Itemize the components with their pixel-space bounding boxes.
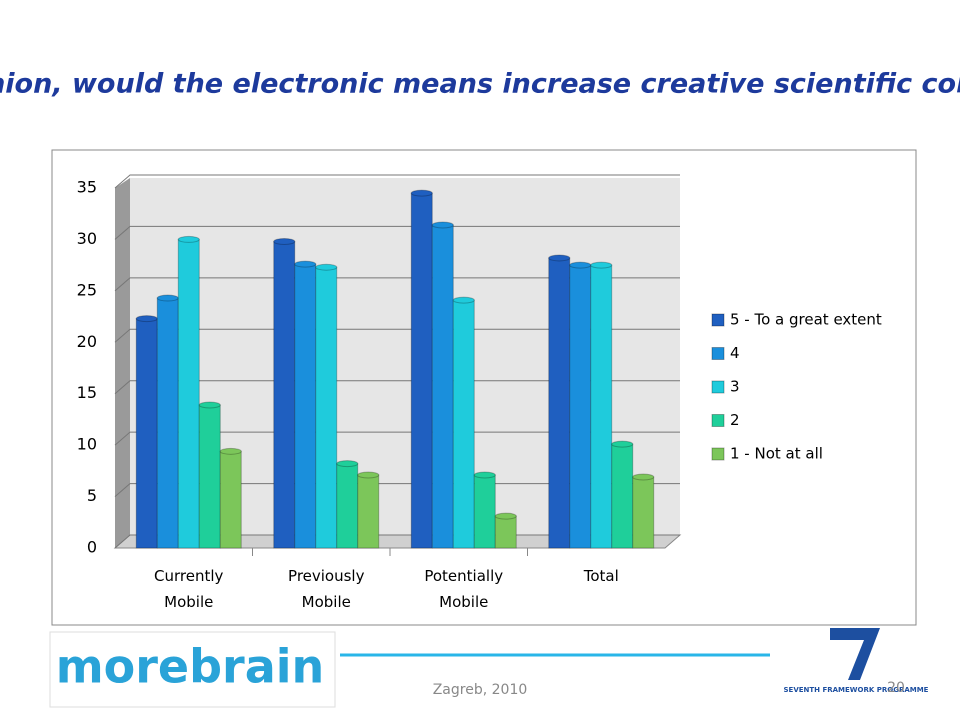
bar <box>632 476 655 549</box>
bar-cap <box>410 189 433 197</box>
bar <box>473 474 496 549</box>
bar <box>590 264 613 549</box>
bar-cap <box>431 221 454 229</box>
legend-swatch <box>711 447 725 461</box>
bar-cap <box>219 447 242 455</box>
grid-line <box>114 483 680 497</box>
plot: 0 5 10 15 20 25 30 35 Currently Mobile Previously M… <box>77 174 882 611</box>
legend-label: 3 <box>730 378 740 396</box>
bar <box>273 240 296 549</box>
logo: morebrain <box>56 640 325 694</box>
footer-place: Zagreb, 2010 <box>433 682 528 698</box>
bar <box>431 224 454 549</box>
bar-cap <box>198 401 221 409</box>
side-wall <box>115 178 130 548</box>
bar <box>156 297 179 549</box>
bar <box>135 318 158 549</box>
x-tick-label: Previously Mobile <box>288 567 365 611</box>
bar <box>177 238 200 549</box>
bar-cap <box>452 296 475 304</box>
legend-swatch <box>711 347 725 360</box>
legend-swatch <box>711 313 725 327</box>
bar-cap <box>156 294 179 302</box>
bar-cap <box>632 473 655 481</box>
bar <box>569 264 592 549</box>
logo-box <box>49 631 336 708</box>
legend-label: 2 <box>730 411 740 429</box>
y-tick-label: 10 <box>77 435 97 454</box>
grid-line <box>114 380 680 395</box>
bar-cap <box>611 440 634 448</box>
legend-label: 5 - To a great extent <box>730 311 882 329</box>
legend-swatch <box>711 380 725 394</box>
bar-cap <box>273 237 296 245</box>
legend-label: 4 <box>730 344 740 362</box>
legend-swatch <box>711 414 725 427</box>
legend-label: 1 - Not at all <box>730 445 823 463</box>
grid-line <box>114 277 680 292</box>
grid-line <box>114 328 680 343</box>
grid-line <box>114 174 680 189</box>
x-tick-label: Potentially Mobile <box>424 567 503 611</box>
y-tick-label: 15 <box>77 383 97 402</box>
y-tick-label: 30 <box>77 229 97 248</box>
bar-cap <box>294 260 317 268</box>
bar <box>219 450 242 549</box>
page-number: 20 <box>887 680 905 696</box>
bar-cap <box>315 263 338 271</box>
y-tick-label: 5 <box>87 486 97 505</box>
bar <box>548 257 571 549</box>
bar-cap <box>590 261 613 269</box>
bar <box>611 443 634 549</box>
fp7-logo <box>830 628 880 680</box>
grid-line <box>114 431 680 446</box>
bar <box>336 463 359 549</box>
bar-cap <box>569 261 592 269</box>
x-tick-label: Currently Mobile <box>154 567 224 611</box>
bar-cap <box>494 512 517 520</box>
y-tick-label: 25 <box>77 280 97 299</box>
x-tick-label: Total <box>583 567 619 585</box>
slide-title: In your opinion, would the electronic me… <box>0 69 960 100</box>
bar-cap <box>135 315 158 323</box>
bar <box>494 515 517 549</box>
grid-line <box>114 225 680 240</box>
y-tick-label: 0 <box>87 538 97 557</box>
fp7-text: SEVENTH FRAMEWORK PROGRAMME <box>784 686 929 694</box>
bar-cap <box>548 254 571 262</box>
bar <box>198 404 221 549</box>
y-tick-label: 20 <box>77 332 97 351</box>
bar <box>315 266 338 549</box>
y-tick-label: 35 <box>77 178 97 197</box>
bar <box>357 474 380 549</box>
bar-cap <box>336 460 359 468</box>
bar <box>452 299 475 549</box>
bar-cap <box>473 471 496 479</box>
bar <box>294 263 317 549</box>
bar-cap <box>177 235 200 243</box>
bar <box>410 192 433 549</box>
back-wall <box>130 178 680 535</box>
bar-cap <box>357 471 380 479</box>
